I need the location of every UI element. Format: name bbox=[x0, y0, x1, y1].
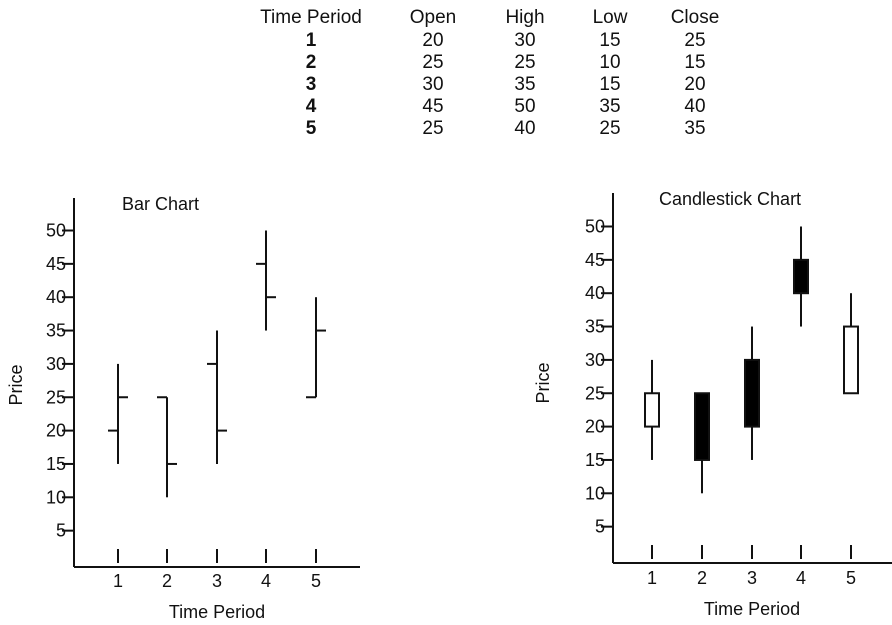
x-axis-label: Time Period bbox=[169, 602, 265, 622]
table-row: 2 25 25 10 15 bbox=[240, 52, 736, 74]
table-cell: 15 bbox=[684, 52, 706, 73]
table-cell: 30 bbox=[514, 30, 536, 51]
table-cell: 1 bbox=[305, 30, 317, 51]
table-row: 1 20 30 15 25 bbox=[240, 30, 736, 52]
y-tick-label: 10 bbox=[46, 487, 66, 507]
table-cell: 25 bbox=[684, 30, 706, 51]
y-tick-label: 20 bbox=[46, 421, 66, 441]
y-axis-label: Price bbox=[6, 364, 26, 405]
table-cell: 20 bbox=[684, 74, 706, 95]
column-header: Low bbox=[592, 7, 628, 28]
table-cell: 15 bbox=[599, 30, 621, 51]
candle-body bbox=[843, 325, 859, 395]
ohlc-data-table: Time Period Open High Low Close 1 20 30 … bbox=[240, 6, 736, 140]
x-tick-label: 4 bbox=[261, 571, 271, 591]
table-cell: 2 bbox=[305, 52, 317, 73]
table-cell: 3 bbox=[305, 74, 317, 95]
table-cell: 35 bbox=[514, 74, 536, 95]
y-tick-label: 25 bbox=[46, 387, 66, 407]
table-cell: 50 bbox=[514, 96, 536, 117]
y-tick-label: 45 bbox=[46, 254, 66, 274]
table-cell: 5 bbox=[305, 118, 317, 139]
candle-body bbox=[744, 358, 760, 428]
column-header: Time Period bbox=[260, 7, 362, 28]
table-cell: 45 bbox=[422, 96, 444, 117]
column-header: Close bbox=[670, 7, 720, 28]
y-axis-label: Price bbox=[533, 362, 553, 403]
y-tick-label: 15 bbox=[46, 454, 66, 474]
table-cell: 15 bbox=[599, 74, 621, 95]
table-row: 4 45 50 35 40 bbox=[240, 96, 736, 118]
y-tick-label: 10 bbox=[585, 483, 605, 503]
y-tick-label: 50 bbox=[46, 221, 66, 241]
x-tick-label: 5 bbox=[311, 571, 321, 591]
x-tick-label: 1 bbox=[113, 571, 123, 591]
chart-title: Bar Chart bbox=[122, 194, 199, 214]
table-cell: 40 bbox=[684, 96, 706, 117]
y-tick-label: 20 bbox=[585, 417, 605, 437]
table-cell: 40 bbox=[514, 118, 536, 139]
y-tick-label: 50 bbox=[585, 217, 605, 237]
table-row: 3 30 35 15 20 bbox=[240, 74, 736, 96]
table-cell: 35 bbox=[599, 96, 621, 117]
y-tick-label: 40 bbox=[585, 283, 605, 303]
y-tick-label: 15 bbox=[585, 450, 605, 470]
x-tick-label: 3 bbox=[212, 571, 222, 591]
table-cell: 25 bbox=[422, 118, 444, 139]
table-cell: 25 bbox=[514, 52, 536, 73]
column-header: Open bbox=[409, 7, 457, 28]
y-tick-label: 35 bbox=[585, 317, 605, 337]
x-axis-label: Time Period bbox=[704, 599, 800, 619]
table-cell: 30 bbox=[422, 74, 444, 95]
y-tick-label: 25 bbox=[585, 383, 605, 403]
x-tick-label: 5 bbox=[846, 568, 856, 588]
table-row: 5 25 40 25 35 bbox=[240, 118, 736, 140]
table-header-row: Time Period Open High Low Close bbox=[240, 6, 736, 30]
chart-title: Candlestick Chart bbox=[659, 189, 801, 209]
y-tick-label: 30 bbox=[585, 350, 605, 370]
y-tick-label: 30 bbox=[46, 354, 66, 374]
table-cell: 10 bbox=[599, 52, 621, 73]
y-tick-label: 45 bbox=[585, 250, 605, 270]
table-cell: 4 bbox=[305, 96, 317, 117]
candle-body bbox=[793, 258, 809, 295]
y-tick-label: 35 bbox=[46, 321, 66, 341]
column-header: High bbox=[505, 7, 545, 28]
table-cell: 35 bbox=[684, 118, 706, 139]
x-tick-label: 1 bbox=[647, 568, 657, 588]
x-tick-label: 2 bbox=[162, 571, 172, 591]
candle-body bbox=[694, 392, 710, 461]
x-tick-label: 3 bbox=[747, 568, 757, 588]
y-tick-label: 5 bbox=[595, 517, 605, 537]
table-cell: 25 bbox=[422, 52, 444, 73]
y-tick-label: 40 bbox=[46, 287, 66, 307]
x-tick-label: 2 bbox=[697, 568, 707, 588]
table-cell: 25 bbox=[599, 118, 621, 139]
x-tick-label: 4 bbox=[796, 568, 806, 588]
y-tick-label: 5 bbox=[56, 521, 66, 541]
candle-body bbox=[644, 392, 660, 428]
table-cell: 20 bbox=[422, 30, 444, 51]
